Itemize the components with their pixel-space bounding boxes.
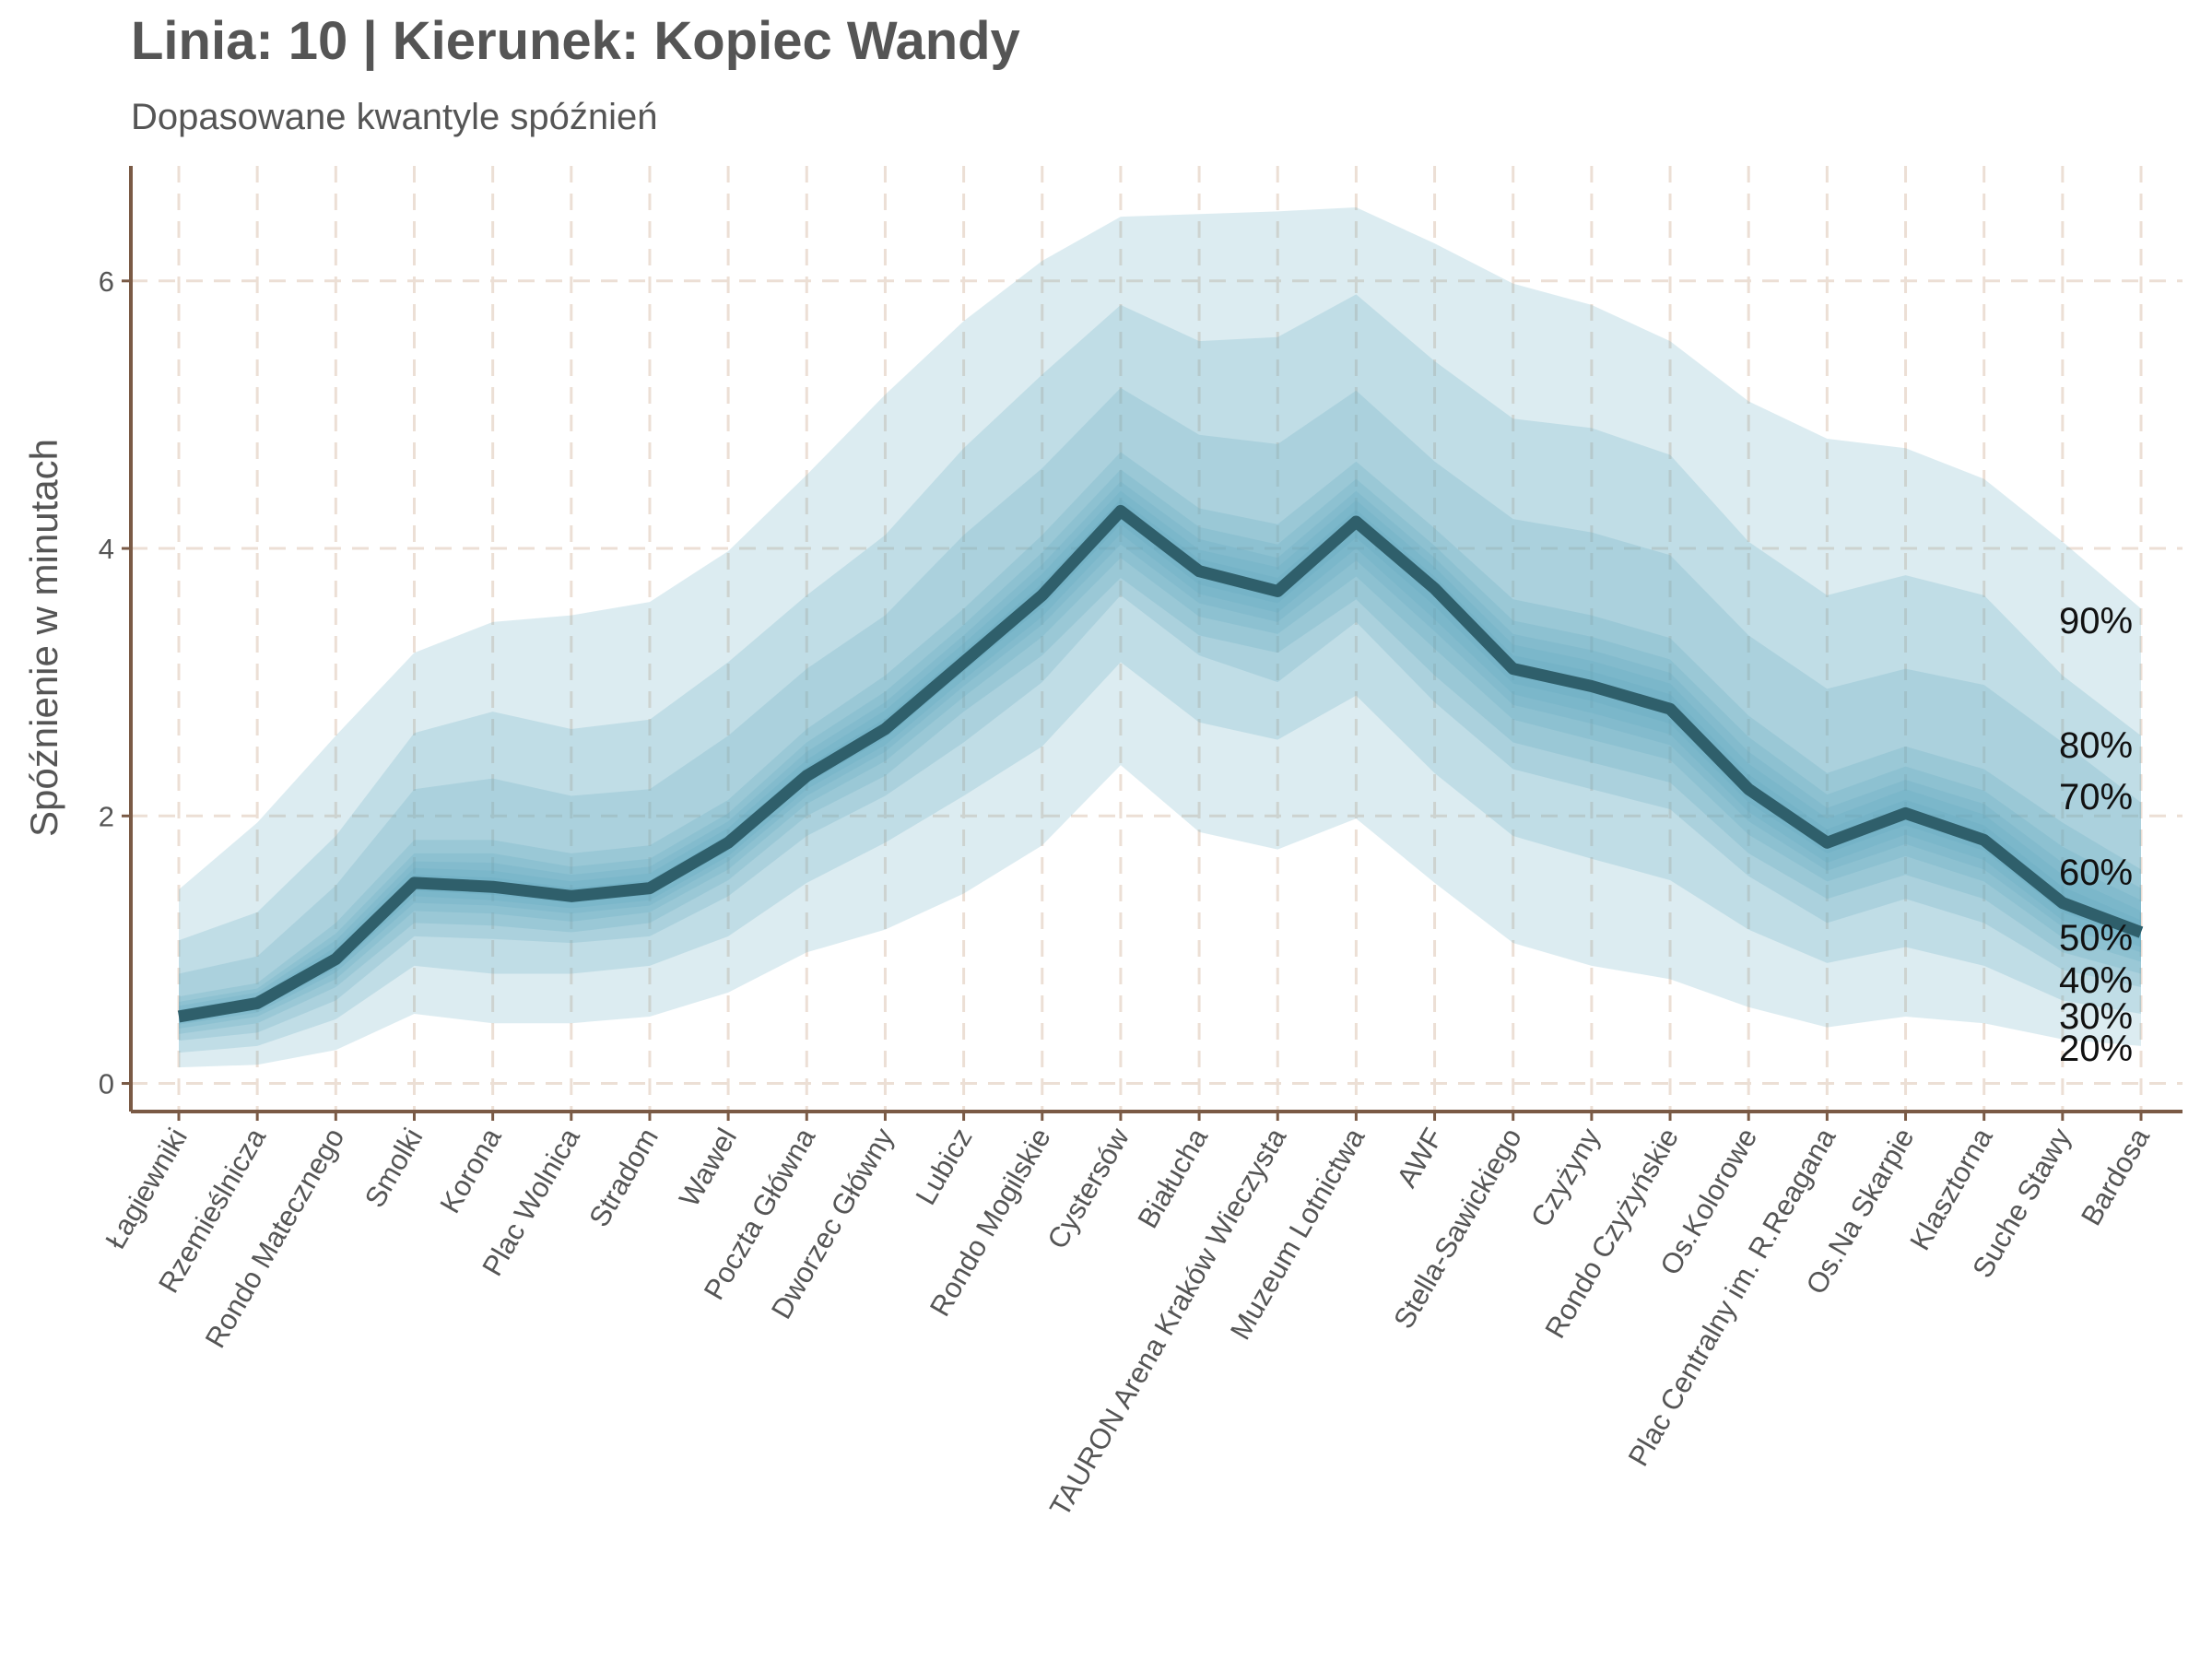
- band-label: 50%: [2059, 918, 2133, 959]
- x-tick-label: AWF: [1390, 1123, 1449, 1193]
- quantile-band: [179, 294, 2141, 1053]
- quantile-band: [179, 206, 2141, 1068]
- x-tick-label: Czyżyny: [1524, 1123, 1606, 1232]
- band-label: 40%: [2059, 960, 2133, 1001]
- y-tick-label: 4: [99, 533, 114, 565]
- chart-subtitle: Dopasowane kwantyle spóźnień: [131, 97, 657, 137]
- band-label: 80%: [2059, 725, 2133, 766]
- band-label: 30%: [2059, 996, 2133, 1037]
- band-label: 70%: [2059, 777, 2133, 818]
- band-label: 20%: [2059, 1029, 2133, 1069]
- y-axis-label: Spóźnienie w minutach: [22, 439, 65, 837]
- x-tick-label: Korona: [433, 1122, 508, 1218]
- band-label: 60%: [2059, 853, 2133, 893]
- x-tick-label: Rondo Matecznego: [199, 1123, 351, 1353]
- quantile-band: [179, 481, 2141, 1025]
- grid: [131, 166, 2183, 1112]
- band-label: 90%: [2059, 601, 2133, 641]
- chart-title: Linia: 10 | Kierunek: Kopiec Wandy: [131, 11, 1020, 71]
- median-line: [177, 504, 2144, 1023]
- x-tick-label: Bardosa: [2075, 1122, 2156, 1230]
- x-tick-label: Smolki: [359, 1123, 429, 1213]
- x-tick-label: Wawel: [673, 1123, 743, 1212]
- y-tick-label: 2: [99, 800, 114, 832]
- y-tick-label: 6: [99, 265, 114, 298]
- quantile-band: [179, 469, 2141, 1030]
- x-tick-label: Lubicz: [910, 1123, 979, 1210]
- x-tick-label: Białucha: [1131, 1122, 1214, 1233]
- y-tick-label: 0: [99, 1068, 114, 1100]
- quantile-band: [179, 452, 2141, 1034]
- x-tick-label: Stradom: [582, 1123, 665, 1232]
